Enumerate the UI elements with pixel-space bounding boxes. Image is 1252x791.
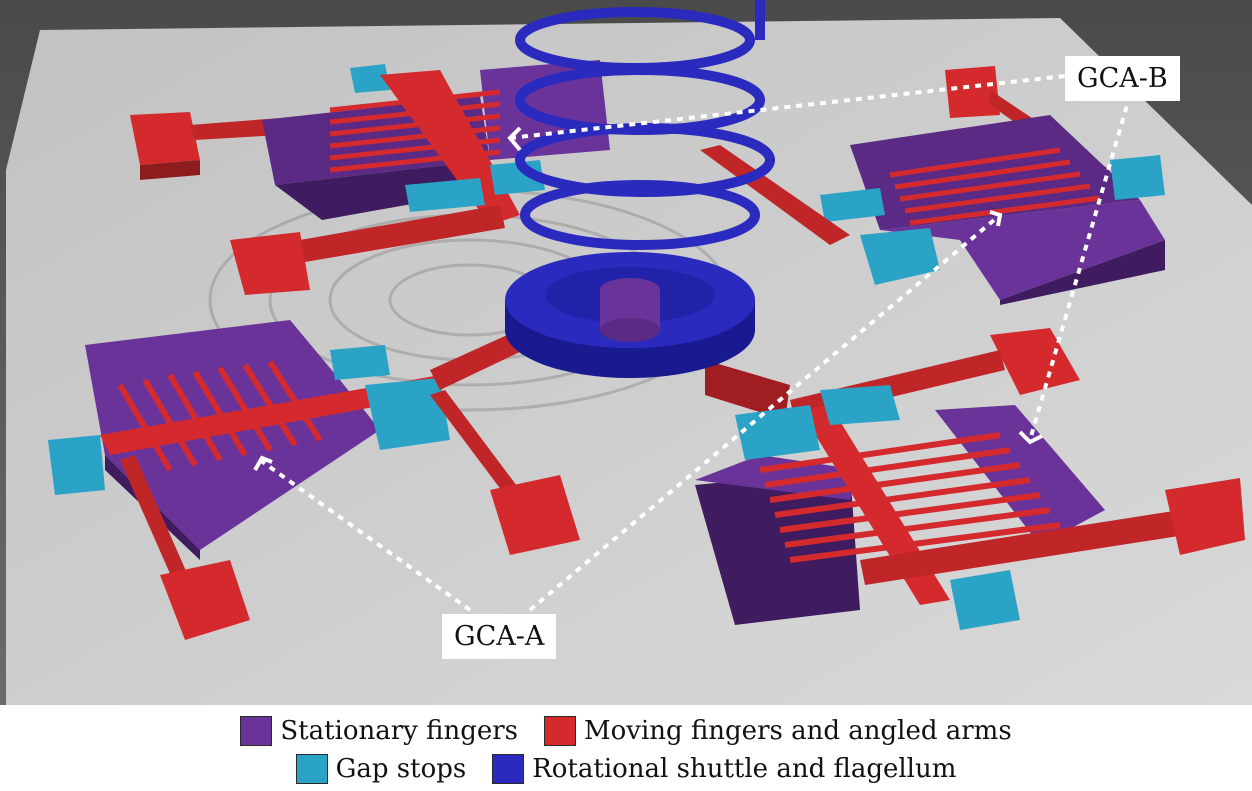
gca-top-left (130, 60, 610, 295)
legend-item-gap-stops: Gap stops (295, 754, 467, 784)
legend-item-shuttle: Rotational shuttle and flagellum (492, 754, 956, 784)
legend-label-shuttle: Rotational shuttle and flagellum (532, 754, 957, 784)
legend-swatch-gap-stops (295, 754, 328, 784)
callout-lines (258, 74, 1132, 612)
legend-item-stationary: Stationary fingers (240, 716, 518, 746)
legend-label-gap-stops: Gap stops (335, 754, 467, 784)
rotational-shuttle (505, 252, 755, 378)
flagellum-helix (515, 0, 775, 250)
gca-b-label: GCA-B (1065, 56, 1180, 101)
legend-item-moving: Moving fingers and angled arms (544, 716, 1012, 746)
legend-label-moving: Moving fingers and angled arms (584, 716, 1012, 746)
legend-swatch-shuttle (492, 754, 525, 784)
legend-swatch-stationary (240, 716, 273, 746)
callout-arrowheads (253, 126, 1043, 472)
gca-a-label: GCA-A (442, 614, 557, 659)
mems-motor-render (0, 0, 1252, 705)
legend-swatch-moving (544, 716, 577, 746)
legend-label-stationary: Stationary fingers (280, 716, 519, 746)
legend: Stationary fingers Moving fingers and an… (0, 712, 1252, 788)
gca-bottom-right (695, 328, 1245, 630)
